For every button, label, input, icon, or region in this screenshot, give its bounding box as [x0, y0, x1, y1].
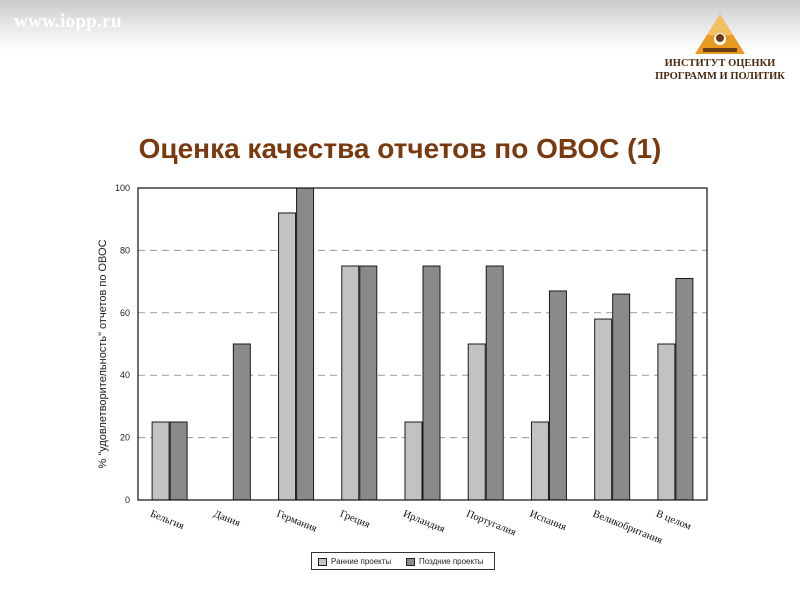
bar-early: [594, 318, 613, 501]
logo-text-line1: ИНСТИТУТ ОЦЕНКИ: [664, 58, 776, 69]
bar-early: [657, 343, 676, 501]
legend-label-early: Ранние проекты: [331, 557, 392, 566]
legend-label-late: Поздние проекты: [419, 557, 484, 566]
x-category-label: Испания: [528, 509, 568, 534]
bar-early: [151, 421, 170, 501]
x-category-label: Греция: [338, 509, 371, 531]
legend-item-early: Ранние проекты: [318, 557, 391, 566]
logo-triangle-icon: [695, 14, 745, 54]
x-category-label: В целом: [654, 509, 693, 533]
bar-late: [169, 421, 188, 501]
y-tick-label: 100: [115, 183, 130, 193]
legend-swatch-early: [318, 557, 327, 566]
x-category-label: Бельгия: [148, 509, 185, 533]
bar-late: [485, 265, 504, 501]
y-tick-label: 0: [125, 495, 130, 505]
bar-early: [530, 421, 549, 501]
bar-late: [359, 265, 378, 501]
bar-early: [278, 212, 297, 501]
chart-legend: Ранние проекты Поздние проекты: [311, 552, 495, 570]
bar-late: [675, 277, 694, 501]
y-tick-label: 80: [120, 245, 130, 255]
y-tick-label: 20: [120, 433, 130, 443]
x-category-label: Португалия: [465, 509, 518, 539]
bar-early: [404, 421, 423, 501]
bar-early: [341, 265, 360, 501]
plot-frame: [137, 187, 708, 501]
legend-swatch-late: [406, 557, 415, 566]
institute-logo: ИНСТИТУТ ОЦЕНКИ ПРОГРАММ И ПОЛИТИК: [655, 12, 785, 92]
y-tick-label: 60: [120, 308, 130, 318]
logo-text-line2: ПРОГРАММ И ПОЛИТИК: [655, 71, 785, 82]
legend-item-late: Поздние проекты: [406, 557, 484, 566]
bar-late: [612, 293, 631, 501]
bar-late: [422, 265, 441, 501]
bar-late: [296, 187, 315, 501]
x-category-label: Великобритания: [591, 509, 664, 547]
bar-late: [232, 343, 251, 501]
y-tick-label: 40: [120, 370, 130, 380]
x-category-label: Германия: [275, 509, 319, 535]
site-url[interactable]: www.iopp.ru: [14, 11, 122, 32]
bar-early: [467, 343, 486, 501]
header-band: [0, 0, 800, 52]
x-category-label: Ирландия: [401, 509, 446, 536]
bar-late: [548, 290, 567, 501]
page-title: Оценка качества отчетов по ОВОС (1): [138, 133, 662, 164]
y-axis-label: % "удовлетворительность" отчетов по ОВОС: [97, 239, 109, 468]
x-category-label: Дания: [212, 509, 242, 530]
